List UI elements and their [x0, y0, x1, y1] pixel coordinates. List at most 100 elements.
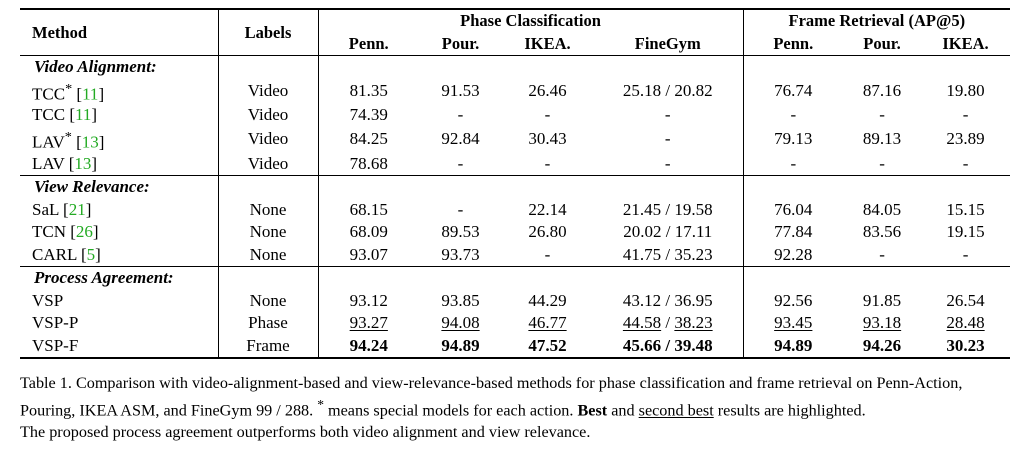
labels-cell: Video: [218, 104, 319, 127]
value-text: 89.53: [441, 222, 480, 242]
citation-link[interactable]: 11: [82, 84, 99, 104]
method-name: TCC: [32, 84, 66, 104]
value-text: 84.05: [862, 199, 902, 219]
value-text: 30.43: [528, 129, 567, 149]
method-cell: SaL [21]: [20, 198, 219, 221]
section-empty-cell: [743, 55, 844, 79]
header-row-1: Method Labels Phase Classification Frame…: [20, 8, 1011, 56]
col-header-phase-pour: Pour.: [441, 33, 480, 53]
header-row-2: Penn. Pour. IKEA. FineGym Penn. Pour. IK…: [20, 32, 1010, 56]
value-text: 45.66 / 39.48: [622, 335, 713, 355]
value-cell: -: [502, 152, 593, 175]
section-empty-cell: [318, 174, 419, 199]
value-cell: 92.56: [743, 289, 843, 312]
value-cell: 26.46: [502, 79, 593, 105]
value-cell: -: [593, 104, 744, 127]
value-text: 94.24: [349, 335, 388, 355]
value-text: 92.56: [774, 290, 813, 310]
value-text: 79.13: [774, 129, 813, 149]
method-name: VSP-P: [32, 313, 79, 333]
value-text: 93.27: [349, 313, 388, 333]
citation-link[interactable]: 13: [81, 132, 99, 152]
value-text: 47.52: [528, 335, 567, 355]
value-text: 93.18: [862, 313, 902, 333]
section-header-row: Video Alignment:: [20, 55, 1011, 79]
value-text: 77.84: [774, 222, 813, 242]
value-cell: -: [593, 152, 744, 176]
section-title: Process Agreement:: [20, 265, 219, 290]
value-cell: -: [921, 243, 1010, 266]
table-row: LAV* [13] Video 84.25 92.84 30.43 - 79.13 89.13…: [20, 126, 1010, 153]
method-cell: TCN [26]: [20, 220, 219, 244]
value-cell: 26.80: [502, 221, 593, 244]
value-text: 76.04: [774, 199, 813, 219]
value-cell: -: [502, 104, 593, 127]
value-cell: 44.58 / 38.23: [593, 311, 744, 335]
value-text: 21.45 / 19.58: [622, 199, 713, 219]
value-text: 94.89: [441, 335, 480, 355]
table-row: CARL [5] None 93.07 93.73 - 41.75 / 35.23 92.2…: [20, 243, 1010, 267]
phase-classification-header: Phase Classification: [318, 8, 744, 33]
value-cell: 76.74: [743, 79, 843, 105]
value-cell: 68.15: [318, 198, 419, 221]
value-text: 19.80: [946, 81, 985, 101]
citation-link[interactable]: 13: [74, 153, 92, 173]
value-cell: 28.48: [921, 312, 1010, 335]
value-text: -: [790, 105, 797, 125]
value-cell: 44.29: [502, 289, 593, 312]
value-text: 93.73: [441, 244, 480, 264]
value-text: 74.39: [349, 105, 388, 125]
value-cell: 93.18: [843, 312, 921, 335]
value-cell: -: [419, 152, 502, 175]
citation-link[interactable]: 26: [75, 222, 93, 242]
value-cell: 79.13: [743, 127, 843, 153]
method-name: VSP-F: [32, 335, 79, 355]
method-name: LAV: [32, 132, 65, 152]
col-header-phase-finegym: FineGym: [593, 32, 744, 56]
value-text: 87.16: [862, 81, 902, 101]
value-cell: 92.84: [419, 127, 502, 153]
col-header-frame-ikea: IKEA.: [942, 33, 989, 53]
section-empty-cell: [843, 55, 922, 79]
value-text: 94.08: [441, 313, 480, 333]
labels-cell: Frame: [218, 334, 319, 359]
section-header-row: View Relevance:: [20, 174, 1011, 199]
section-header-row: Process Agreement:: [20, 265, 1011, 290]
results-table: Method Labels Phase Classification Frame…: [20, 8, 1011, 359]
value-cell: -: [843, 152, 921, 175]
value-cell: 45.66 / 39.48: [593, 334, 744, 359]
value-text: 93.07: [349, 244, 388, 264]
value-text: -: [457, 199, 464, 219]
value-text: 93.45: [774, 313, 813, 333]
value-text: -: [544, 105, 551, 125]
citation-link[interactable]: 11: [74, 105, 92, 125]
section-empty-cell: [921, 174, 1011, 199]
value-cell: 93.85: [419, 289, 502, 312]
section-empty-cell: [419, 174, 502, 199]
value-text: 68.09: [349, 222, 388, 242]
value-text: 92.28: [774, 244, 813, 264]
table-caption: Table 1. Comparison with video-alignment…: [20, 372, 1010, 443]
value-cell: 41.75 / 35.23: [593, 243, 744, 267]
value-cell: 21.45 / 19.58: [593, 198, 744, 221]
method-cell: LAV [13]: [20, 152, 219, 176]
value-text: 25.18 / 20.82: [622, 81, 713, 101]
table-row: VSP None 93.12 93.85 44.29 43.12 / 36.95 92.56…: [20, 289, 1010, 312]
method-name: TCN: [32, 222, 66, 242]
citation-link[interactable]: 21: [68, 199, 86, 219]
citation-link[interactable]: 5: [86, 244, 96, 264]
section-empty-cell: [921, 55, 1011, 79]
value-text: -: [664, 105, 671, 125]
value-cell: 26.54: [921, 289, 1010, 312]
value-cell: 46.77: [502, 312, 593, 335]
value-text: 26.80: [528, 222, 567, 242]
value-text: 15.15: [946, 199, 985, 219]
method-cell: VSP-F: [20, 334, 219, 359]
section-empty-cell: [419, 55, 502, 79]
value-part: 38.23: [674, 313, 713, 333]
value-text: -: [962, 153, 969, 173]
value-cell: 23.89: [921, 127, 1010, 153]
method-cell: CARL [5]: [20, 243, 219, 267]
value-cell: -: [921, 152, 1010, 175]
value-cell: 30.23: [921, 334, 1011, 359]
